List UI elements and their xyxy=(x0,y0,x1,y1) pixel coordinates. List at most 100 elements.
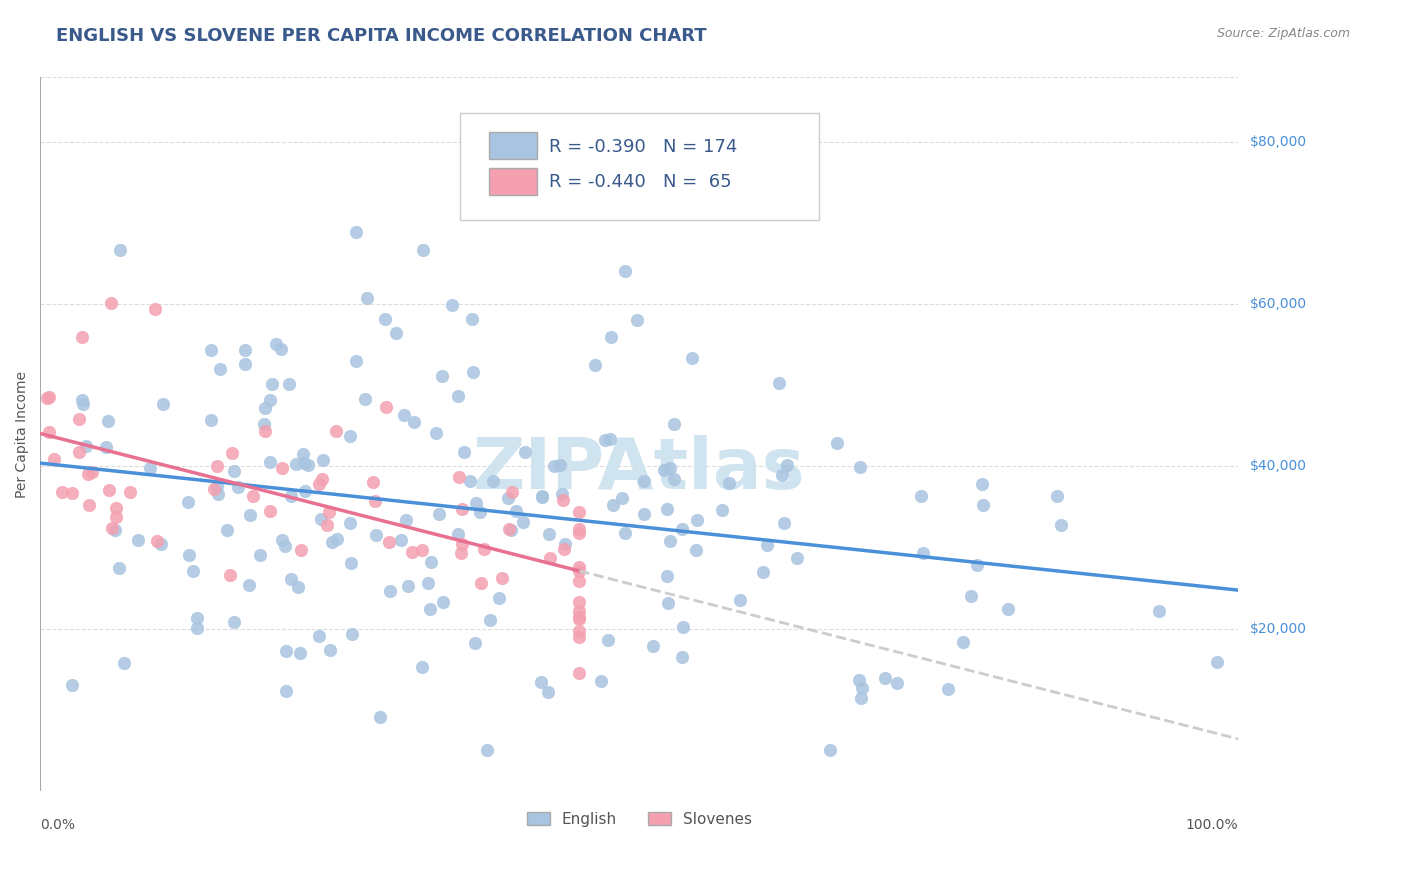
Point xyxy=(398,579,420,593)
Point xyxy=(271,533,294,548)
Point xyxy=(671,522,693,536)
Text: $80,000: $80,000 xyxy=(1250,136,1306,149)
Point xyxy=(488,591,510,605)
Point xyxy=(177,495,200,509)
Point xyxy=(294,484,316,499)
Point xyxy=(728,592,751,607)
Point xyxy=(447,469,470,483)
Point xyxy=(851,691,873,706)
Point xyxy=(105,510,128,524)
Point xyxy=(38,391,60,405)
Point xyxy=(152,396,174,410)
Point xyxy=(67,445,90,459)
Point xyxy=(233,357,256,371)
Point xyxy=(451,537,474,551)
Point xyxy=(260,376,283,391)
Point xyxy=(340,556,363,570)
Text: Source: ZipAtlas.com: Source: ZipAtlas.com xyxy=(1216,27,1350,40)
Point xyxy=(776,458,799,473)
Point xyxy=(710,503,733,517)
Point xyxy=(277,377,299,392)
Point xyxy=(325,424,347,438)
Point xyxy=(755,539,778,553)
Point xyxy=(401,545,423,559)
Point xyxy=(127,533,149,547)
Text: 0.0%: 0.0% xyxy=(41,818,75,832)
Point xyxy=(501,485,523,500)
Point xyxy=(626,313,648,327)
Point xyxy=(662,417,685,431)
Point xyxy=(596,632,619,647)
Point xyxy=(297,458,319,473)
Point xyxy=(849,460,872,475)
Point xyxy=(233,343,256,357)
Point xyxy=(356,291,378,305)
Point xyxy=(205,458,228,473)
Point xyxy=(591,673,613,688)
Point xyxy=(108,244,131,258)
Point xyxy=(308,629,330,643)
Point xyxy=(143,302,166,317)
Point xyxy=(465,496,488,510)
Point xyxy=(35,391,58,405)
Point xyxy=(614,525,637,540)
Point xyxy=(848,673,870,688)
Point xyxy=(60,486,83,500)
Point xyxy=(681,351,703,365)
Point xyxy=(72,329,94,343)
Point xyxy=(218,568,240,582)
Point xyxy=(319,643,342,657)
Point xyxy=(186,621,208,635)
Point xyxy=(652,463,675,477)
Point xyxy=(599,432,621,446)
Point xyxy=(568,604,591,618)
Point xyxy=(326,533,349,547)
Point xyxy=(77,467,100,481)
Point xyxy=(75,439,97,453)
Point xyxy=(179,548,201,562)
Point xyxy=(447,389,470,403)
Point xyxy=(364,493,387,508)
Text: $20,000: $20,000 xyxy=(1250,622,1306,635)
Point xyxy=(1046,489,1069,503)
Point xyxy=(280,572,302,586)
Point xyxy=(274,643,297,657)
Y-axis label: Per Capita Income: Per Capita Income xyxy=(15,370,30,498)
Point xyxy=(309,511,332,525)
Point xyxy=(149,537,172,551)
Point xyxy=(585,358,607,372)
Point xyxy=(686,514,709,528)
Point xyxy=(505,504,527,518)
Point xyxy=(96,440,118,454)
Point xyxy=(354,392,377,407)
Point xyxy=(308,477,330,491)
Point xyxy=(468,505,491,519)
Point xyxy=(238,578,260,592)
Point xyxy=(772,468,794,483)
Point xyxy=(380,583,402,598)
Point xyxy=(202,482,225,496)
Point xyxy=(530,674,553,689)
Point xyxy=(568,630,591,644)
Point xyxy=(411,660,433,674)
Text: $60,000: $60,000 xyxy=(1250,297,1306,311)
Point xyxy=(342,627,364,641)
Point xyxy=(610,491,633,505)
Point xyxy=(80,466,103,480)
Point xyxy=(412,243,434,257)
Point xyxy=(593,433,616,447)
Point xyxy=(460,312,482,326)
Point xyxy=(215,523,238,537)
FancyBboxPatch shape xyxy=(489,168,537,195)
Point xyxy=(543,458,565,473)
Point xyxy=(292,456,315,470)
Point xyxy=(531,489,554,503)
Point xyxy=(419,601,441,615)
Point xyxy=(344,353,367,368)
Point xyxy=(321,535,343,549)
Point xyxy=(339,516,361,531)
Point xyxy=(432,595,454,609)
Point xyxy=(441,298,464,312)
Point xyxy=(960,589,983,603)
Point xyxy=(685,542,707,557)
